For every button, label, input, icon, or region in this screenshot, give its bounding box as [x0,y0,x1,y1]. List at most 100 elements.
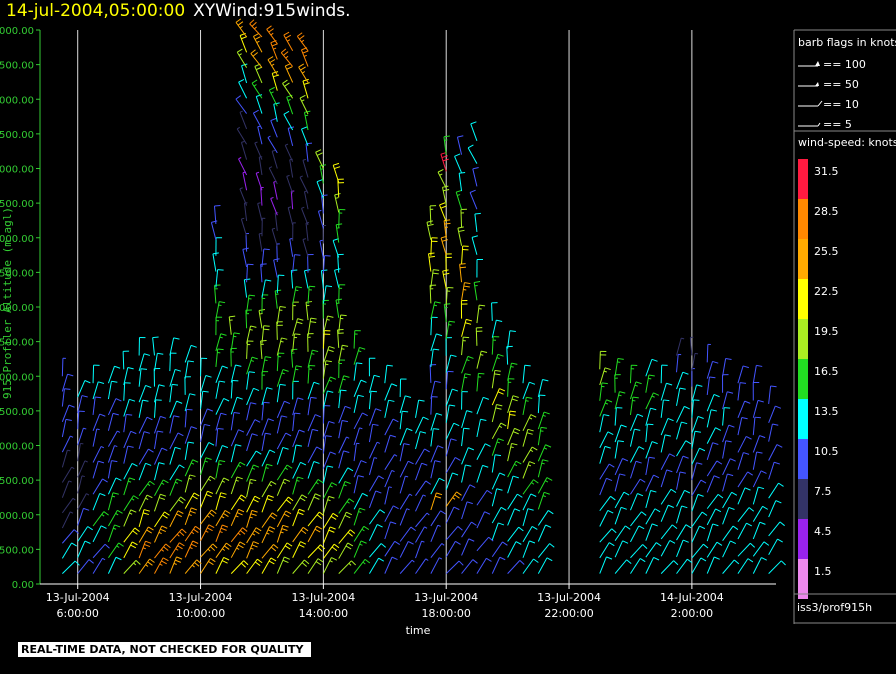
wind-barb-feather [340,389,347,392]
barb-legend-flag-icon [815,61,820,66]
y-tick-label: 3000.00 [0,372,34,383]
wind-barb-half-feather [236,126,241,130]
wind-barb-feather [285,63,291,67]
wind-barb-staff [768,423,773,442]
wind-barb-staff [430,525,439,543]
wind-barb-half-feather [270,32,274,36]
wind-barb-feather [472,559,478,564]
wind-barb-feather [250,325,257,328]
wind-barb-feather [134,527,140,533]
wind-barb-staff [630,525,640,543]
wind-barb-feather [250,513,257,516]
wind-barb-staff [322,513,334,529]
wind-barb-feather [716,541,723,546]
wind-barb-feather [269,86,275,91]
wind-barb-staff [61,374,68,392]
wind-barb-half-feather [249,482,253,484]
wind-barb-staff [660,524,673,540]
wind-barb-feather [466,501,473,505]
wind-barb-staff [599,510,609,527]
wind-barb-feather [443,135,450,138]
wind-barb-staff [243,279,248,298]
wind-barb-feather [242,527,248,532]
wind-barb-half-feather [282,481,286,484]
wind-barb-feather [730,540,736,544]
wind-barb-half-feather [391,469,395,473]
wind-barb-feather [650,407,657,411]
wind-barb-feather [452,388,459,392]
wind-barb-feather [273,258,280,261]
wind-barb-feather [207,527,213,532]
wind-barb-feather [130,509,137,513]
wind-barb-staff [599,351,601,370]
wind-barb-staff [287,128,294,146]
wind-barb-feather [617,440,624,443]
wind-barb-staff [338,542,349,559]
wind-barb-feather [448,320,456,323]
wind-barb-staff [461,538,470,556]
wind-barb-feather [315,414,321,418]
wind-barb-feather [160,493,167,497]
wind-barb-feather [285,499,292,504]
wind-barb-staff [522,429,529,447]
wind-barb-feather [146,416,153,421]
wind-barb-staff [276,556,285,574]
wind-barb-feather [310,396,317,399]
wind-barb-feather [196,559,202,564]
wind-barb-feather [682,455,689,459]
title-product: XYWind:915winds. [193,1,351,21]
wind-barb-staff [287,207,294,226]
wind-barb-feather [164,511,170,516]
wind-barb-feather [174,446,181,450]
y-tick-label: 6500.00 [0,130,34,141]
wind-barb-feather [158,384,165,387]
wind-barb-staff [660,399,664,418]
wind-barb-half-feather [235,515,239,518]
wind-barb-feather [282,559,289,564]
wind-barb-staff [290,191,294,210]
wind-barb-half-feather [394,454,398,457]
wind-barb-staff [691,511,703,528]
wind-barb-feather [301,562,307,567]
wind-barb-staff [476,350,482,369]
wind-barb-feather [619,473,626,476]
x-tick-date: 13-Jul-2004 [46,591,110,604]
wind-barb-feather [224,545,230,550]
wind-barb-half-feather [335,197,339,199]
wind-barb-staff [614,540,624,558]
wind-barb-half-feather [299,175,303,178]
wind-barb-feather [422,416,429,421]
wind-barb-feather [654,508,661,513]
wind-barb-staff [691,448,700,465]
wind-barb-feather [530,493,537,497]
wind-barb-staff [522,397,527,416]
wind-barb-feather [266,387,273,390]
wind-barb-feather [469,484,476,488]
wind-barb-feather [181,528,187,534]
wind-barb-staff [476,558,487,574]
barb-legend-label: == 5 [823,118,852,131]
wind-barb-feather [452,472,459,476]
wind-barb-staff [706,344,709,363]
wind-barb-feather [142,399,149,402]
wind-barb-staff [268,89,278,107]
wind-barb-feather [744,487,751,491]
wind-barb-feather [208,442,215,446]
wind-barb-staff [320,270,324,289]
wind-barb-staff [184,426,192,444]
wind-barb-staff [276,384,281,403]
wind-barb-staff [430,317,433,336]
wind-barb-feather [471,235,478,238]
wind-barb-feather [480,418,487,421]
wind-barb-feather [486,489,493,495]
wind-barb-feather [189,474,196,477]
wind-barb-feather [223,397,230,402]
wind-barb-staff [261,526,270,544]
wind-barb-feather [189,393,196,396]
wind-barb-feather [634,428,641,431]
wind-barb-feather [330,451,336,455]
wind-barb-feather [632,396,639,399]
wind-barb-staff [522,508,529,527]
wind-barb-half-feather [438,557,443,560]
